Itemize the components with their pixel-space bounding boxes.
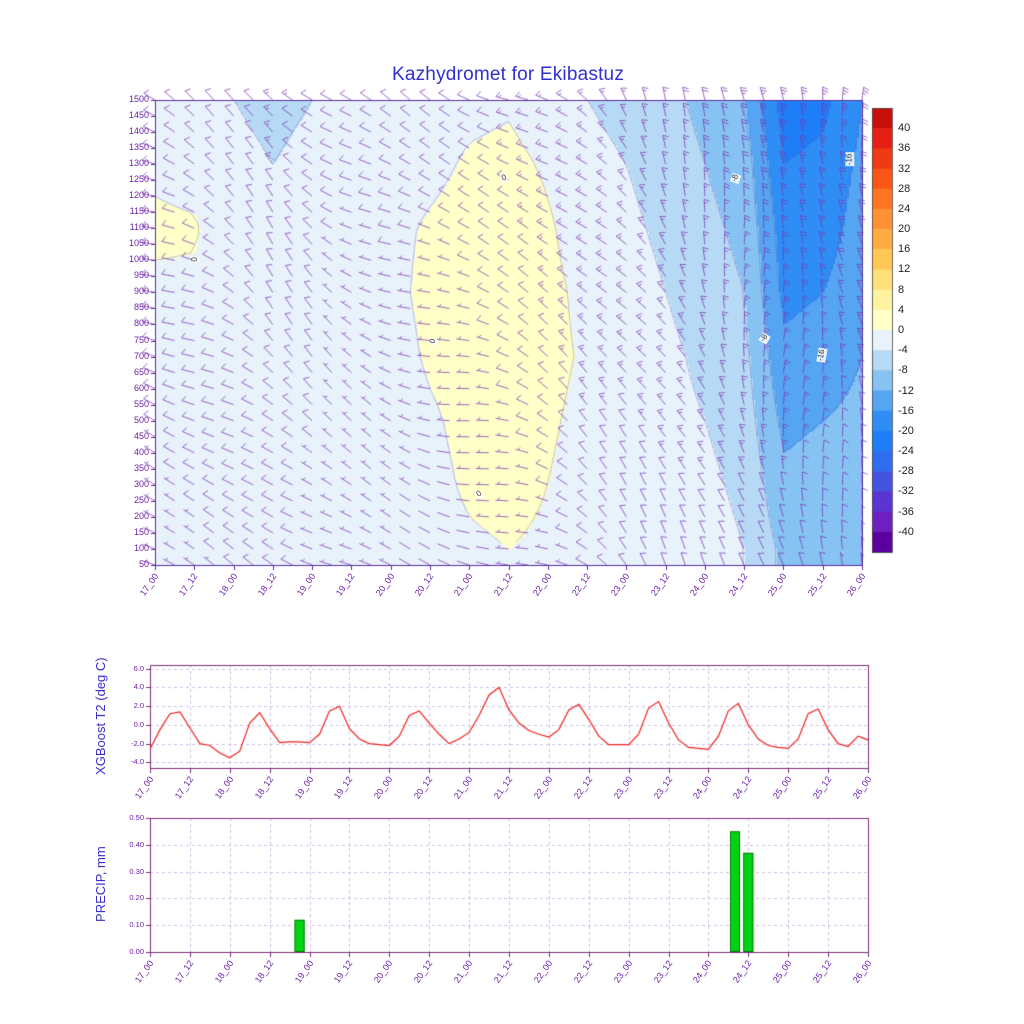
colorbar-tick-label: -28 xyxy=(898,465,914,478)
level-tick-label: 600 xyxy=(133,382,149,393)
level-tick-label: 900 xyxy=(133,286,149,297)
level-tick-label: 1250 xyxy=(128,174,149,185)
colorbar-tick-label: 8 xyxy=(898,283,905,296)
colorbar-tick-label: -4 xyxy=(898,344,908,357)
colorbar-tick-label: 40 xyxy=(898,122,911,135)
colorbar-tick-label: 4 xyxy=(898,303,905,316)
colorbar-tick-label: 20 xyxy=(898,223,911,236)
level-tick-label: 250 xyxy=(133,494,149,505)
colorbar-tick-label: -32 xyxy=(898,485,914,498)
colorbar-tick-label: 28 xyxy=(898,182,911,195)
colorbar-tick-label: -8 xyxy=(898,364,908,377)
colorbar-tick-label: -12 xyxy=(898,384,914,397)
level-tick-label: 100 xyxy=(133,542,149,553)
precip-tick-label: 0.20 xyxy=(129,893,144,903)
t2-tick-label: 2.0 xyxy=(133,701,144,711)
level-tick-label: 1450 xyxy=(128,110,149,121)
colorbar-tick-label: 16 xyxy=(898,243,911,256)
level-tick-label: 1200 xyxy=(128,190,149,201)
level-tick-label: 750 xyxy=(133,334,149,345)
page-title: Kazhydromet for Ekibastuz xyxy=(391,64,625,85)
colorbar-tick-label: -16 xyxy=(898,404,914,417)
t2-tick-label: 4.0 xyxy=(133,682,144,692)
contour-label: -16 xyxy=(844,153,855,167)
level-tick-label: 350 xyxy=(133,462,149,473)
level-tick-label: 700 xyxy=(133,350,149,361)
level-tick-label: 1500 xyxy=(128,94,149,104)
level-tick-label: 950 xyxy=(133,270,149,281)
colorbar-tick-label: 24 xyxy=(898,202,911,215)
level-tick-label: 150 xyxy=(133,526,149,537)
colorbar-tick-label: 12 xyxy=(898,263,911,276)
level-tick-label: 850 xyxy=(133,302,149,313)
contour-label: 0 xyxy=(190,256,200,263)
level-tick-label: 1000 xyxy=(128,254,149,265)
t2-tick-label: 6.0 xyxy=(133,663,144,673)
level-tick-label: 800 xyxy=(133,318,149,329)
level-tick-label: 400 xyxy=(133,446,149,457)
level-tick-label: 1150 xyxy=(129,206,149,217)
level-tick-label: 550 xyxy=(133,398,149,409)
precip-tick-label: 0.10 xyxy=(129,920,144,930)
precip-tick-label: 0.00 xyxy=(129,947,144,956)
level-tick-label: 1100 xyxy=(129,222,149,233)
level-tick-label: 200 xyxy=(133,510,149,521)
level-tick-label: 1050 xyxy=(128,238,149,249)
colorbar-tick-label: -40 xyxy=(898,525,914,538)
colorbar-tick-label: -20 xyxy=(898,424,914,437)
colorbar-tick-label: -24 xyxy=(898,445,914,458)
colorbar-tick-label: 36 xyxy=(898,142,911,155)
t2-tick-label: 0.0 xyxy=(133,719,144,729)
level-tick-label: 450 xyxy=(133,430,149,441)
precip-axis-title: PRECIP, mm xyxy=(92,846,108,922)
precip-tick-label: 0.50 xyxy=(129,813,144,822)
colorbar-tick-label: -36 xyxy=(898,505,914,518)
level-tick-label: 650 xyxy=(133,366,149,377)
precip-tick-label: 0.30 xyxy=(129,866,144,876)
level-tick-label: 1400 xyxy=(128,126,149,137)
colorbar-tick-label: 0 xyxy=(898,324,905,336)
level-tick-label: 300 xyxy=(133,478,149,489)
level-tick-label: 1300 xyxy=(128,158,149,169)
level-tick-label: 1350 xyxy=(128,142,149,153)
level-tick-label: 50 xyxy=(138,559,149,569)
t2-tick-label: -2.0 xyxy=(131,738,144,748)
level-tick-label: 500 xyxy=(133,414,149,425)
precip-tick-label: 0.40 xyxy=(129,839,144,849)
t2-tick-label: -4.0 xyxy=(131,757,144,767)
colorbar-tick-label: 32 xyxy=(898,162,911,175)
